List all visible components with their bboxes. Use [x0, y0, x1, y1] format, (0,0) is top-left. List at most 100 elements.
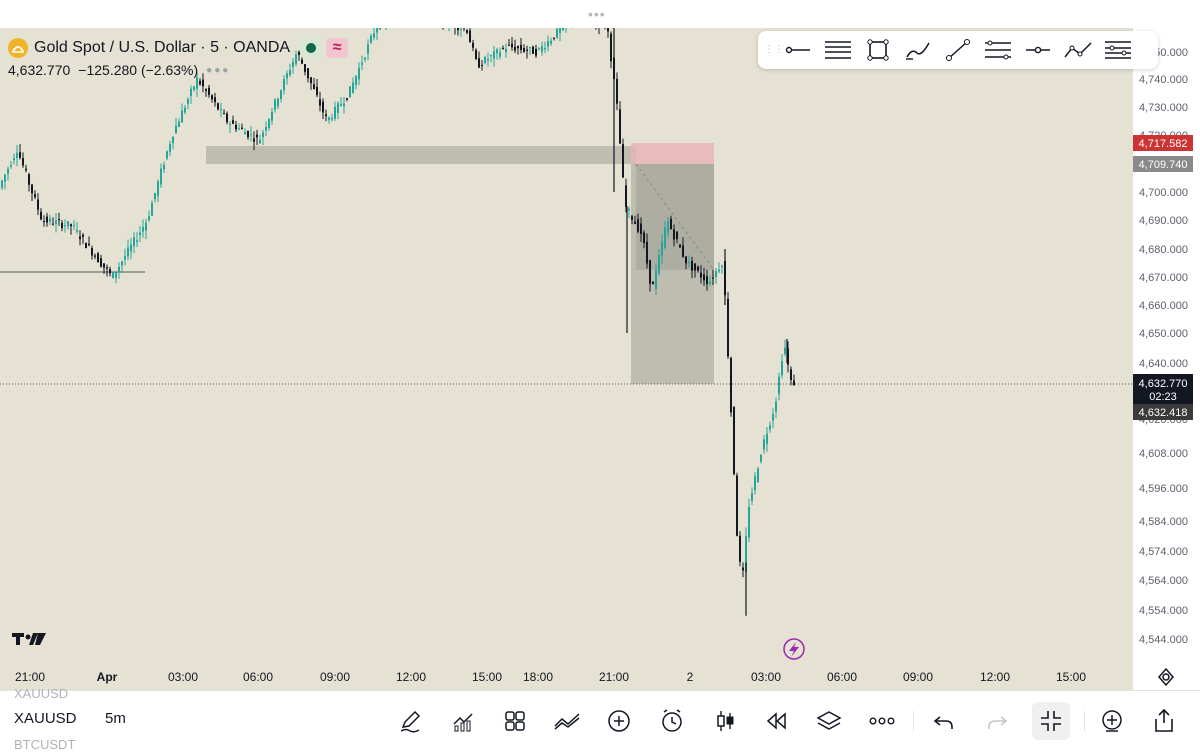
candle-body — [649, 260, 651, 284]
price-axis-label: 4,608.000 — [1139, 448, 1188, 460]
approx-data-icon[interactable]: ≈ — [326, 38, 348, 58]
candle-body — [520, 45, 522, 50]
legend-more-icon[interactable]: ●●● — [206, 65, 230, 76]
candle-body — [607, 28, 609, 31]
candle-body — [205, 89, 207, 91]
minimize-icon[interactable] — [1032, 702, 1070, 740]
candle-body — [610, 34, 612, 62]
candle-body — [64, 225, 66, 226]
symbol-title[interactable]: Gold Spot / U.S. Dollar · 5 · OANDA — [34, 39, 290, 57]
candle-body — [499, 52, 501, 56]
candle-body — [340, 104, 342, 106]
market-open-indicator-icon[interactable] — [300, 38, 322, 58]
add-icon[interactable] — [602, 704, 636, 738]
toolbar-grip-icon[interactable]: ⋮⋮ — [764, 47, 778, 53]
candle-body — [70, 224, 72, 226]
gold-symbol-icon — [8, 38, 28, 58]
stop-loss-zone[interactable] — [631, 143, 714, 164]
candle-body — [700, 273, 702, 278]
supply-zone-rectangle[interactable] — [206, 146, 636, 164]
rectangle-icon[interactable] — [858, 33, 898, 67]
chart-area[interactable]: 4,750.0004,740.0004,730.0004,720.0004,71… — [0, 28, 1200, 690]
candle-body — [127, 247, 129, 256]
horizontal-lines-icon[interactable] — [818, 33, 858, 67]
price-axis-label: 4,544.000 — [1139, 634, 1188, 646]
path-icon[interactable] — [1058, 33, 1098, 67]
time-axis-label: 2 — [687, 670, 694, 684]
more-icon[interactable] — [865, 704, 899, 738]
candle-body — [733, 407, 735, 474]
layers-icon[interactable] — [812, 704, 846, 738]
candle-body — [373, 33, 375, 37]
candle-body — [244, 132, 246, 134]
candle-body — [667, 221, 669, 232]
compare-icon[interactable] — [550, 704, 584, 738]
candle-body — [673, 229, 675, 239]
candle-body — [634, 222, 636, 224]
candle-body — [772, 414, 774, 420]
candle-body — [697, 267, 699, 271]
horizontal-ray-icon[interactable] — [1018, 33, 1058, 67]
chart-legend[interactable]: Gold Spot / U.S. Dollar · 5 · OANDA ≈ — [8, 36, 348, 60]
toolbar-divider — [1084, 711, 1085, 731]
candle-body — [235, 125, 237, 129]
candle-body — [229, 124, 231, 125]
symbol-prev[interactable]: XAUUSD — [14, 686, 68, 701]
candle-body — [193, 86, 195, 89]
time-axis-label: 18:00 — [523, 670, 553, 684]
candle-body — [493, 51, 495, 58]
symbol-selector[interactable]: XAUUSD — [14, 710, 77, 727]
layout-icon[interactable] — [498, 704, 532, 738]
candles-icon[interactable] — [708, 704, 742, 738]
candle-body — [247, 131, 249, 137]
undo-icon[interactable] — [927, 704, 961, 738]
candle-body — [52, 224, 54, 225]
candle-body — [88, 244, 90, 245]
candle-body — [358, 68, 360, 80]
trend-ray-icon[interactable] — [778, 33, 818, 67]
time-axis-label: 09:00 — [320, 670, 350, 684]
candle-body — [484, 57, 486, 63]
price-axis-label: 4,730.000 — [1139, 102, 1188, 114]
fib-retracement-icon[interactable] — [978, 33, 1018, 67]
candle-body — [220, 109, 222, 110]
candle-body — [652, 282, 654, 284]
candle-body — [757, 469, 759, 483]
redo-icon — [980, 704, 1014, 738]
candle-body — [721, 266, 723, 267]
brush-icon[interactable] — [898, 33, 938, 67]
candle-body — [517, 46, 519, 48]
current-price-tag: 4,632.770 02:23 — [1133, 374, 1193, 404]
candle-body — [730, 358, 732, 412]
alert-icon[interactable] — [655, 704, 689, 738]
add-symbol-icon[interactable] — [1095, 704, 1129, 738]
time-axis-label: Apr — [97, 670, 118, 684]
trend-line-icon[interactable] — [938, 33, 978, 67]
replay-icon[interactable] — [760, 704, 794, 738]
candle-body — [505, 49, 507, 52]
indicators-icon[interactable] — [446, 704, 480, 738]
candle-body — [352, 82, 354, 92]
candle-body — [367, 44, 369, 54]
candle-body — [502, 48, 504, 49]
last-price-value: 4,632.770 — [8, 62, 70, 78]
candle-body — [22, 158, 24, 165]
pencil-icon[interactable] — [393, 704, 427, 738]
timeframe-selector[interactable]: 5m — [105, 710, 126, 727]
candle-body — [301, 60, 303, 64]
candle-body — [139, 233, 141, 236]
candle-body — [751, 493, 753, 501]
time-axis-label: 12:00 — [396, 670, 426, 684]
drag-handle-icon[interactable]: ••• — [588, 9, 606, 19]
candle-body — [262, 132, 264, 137]
candle-body — [76, 230, 78, 232]
candle-body — [61, 223, 63, 228]
candle-body — [190, 89, 192, 96]
time-axis-label: 21:00 — [15, 670, 45, 684]
price-axis-label: 4,584.000 — [1139, 516, 1188, 528]
fib-extension-icon[interactable] — [1098, 33, 1138, 67]
price-chart[interactable]: 4,750.0004,740.0004,730.0004,720.0004,71… — [0, 28, 1200, 690]
candle-body — [211, 95, 213, 99]
candle-body — [4, 175, 6, 182]
share-icon[interactable] — [1147, 704, 1181, 738]
